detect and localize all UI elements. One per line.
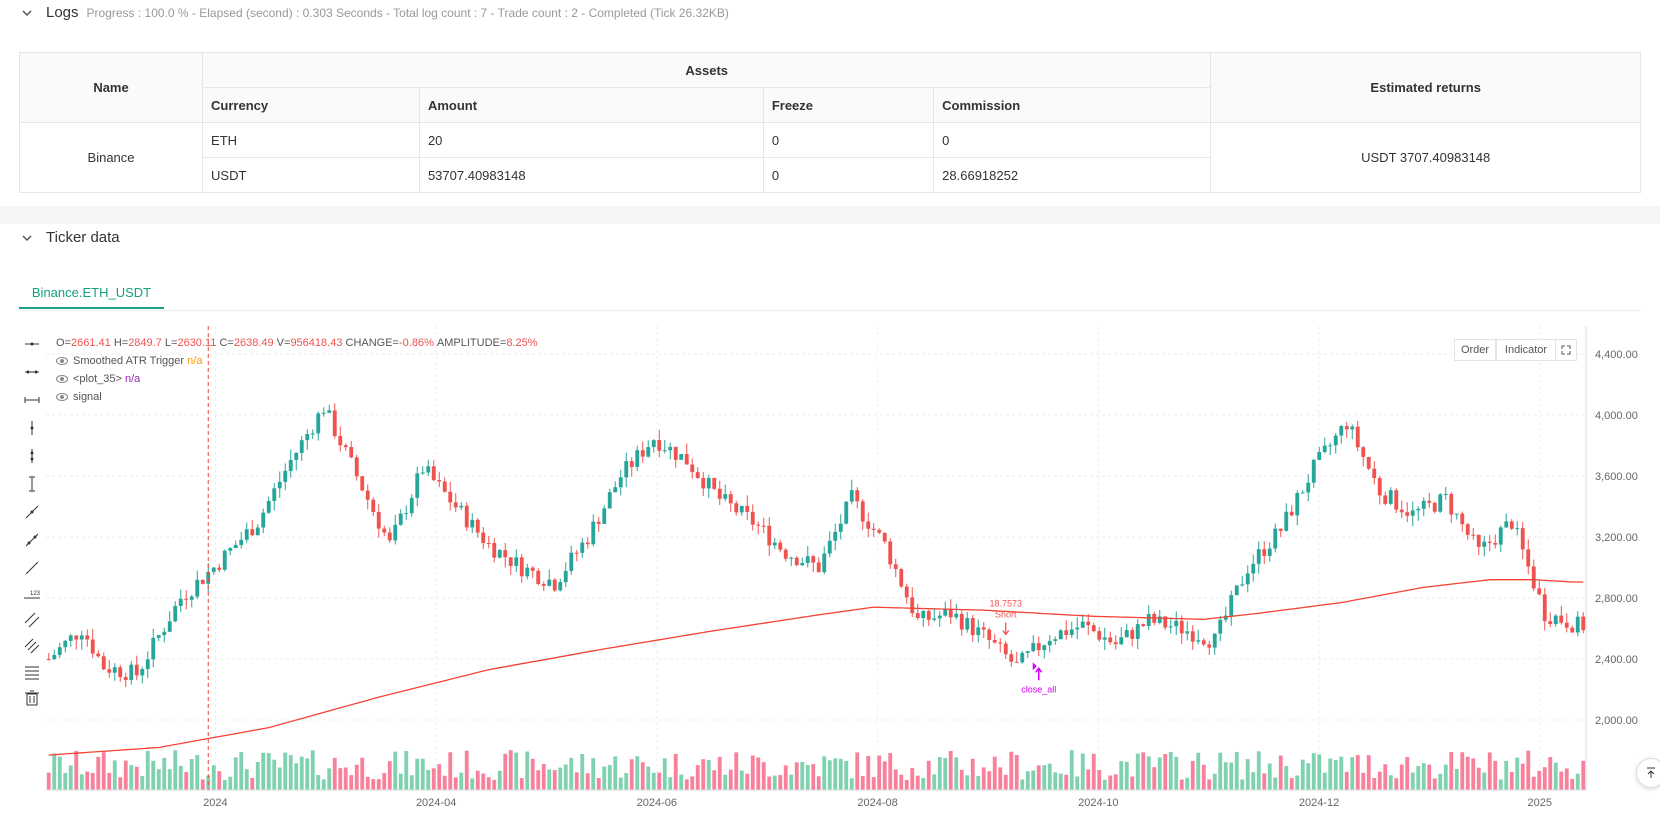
high-value: 2849.7 — [128, 337, 162, 349]
col-amount: Amount — [418, 87, 764, 123]
eye-icon[interactable] — [56, 375, 68, 383]
estimated-returns-value: USDT 3707.40983148 — [1210, 122, 1641, 193]
col-commission: Commission — [933, 87, 1212, 123]
assets-table: Name Assets Estimated returns Currency A… — [18, 52, 1641, 193]
open-value: 2661.41 — [70, 337, 111, 349]
col-name: Name — [18, 52, 204, 123]
ohlc-readout: O= 2661.41 H= 2849.7 L= 2630.11 C= 2638.49 V… — [56, 337, 538, 349]
parallel-channel-icon[interactable] — [22, 610, 42, 630]
legend-value: n/a — [125, 373, 141, 385]
logs-header[interactable]: Logs Progress : 100.0 % - Elapsed (secon… — [20, 4, 729, 21]
vertical-line-icon[interactable] — [22, 446, 42, 466]
currency-cell: ETH — [202, 122, 420, 158]
exchange-name: Binance — [18, 122, 204, 193]
chevron-down-icon[interactable] — [20, 231, 34, 245]
trend-line-icon[interactable] — [22, 502, 42, 522]
scroll-to-top-button[interactable] — [1636, 758, 1660, 788]
legend-smoothed-atr[interactable]: Smoothed ATR Trigger n/a — [56, 355, 202, 367]
amplitude-label: AMPLITUDE= — [436, 337, 507, 349]
freeze-cell: 0 — [762, 122, 935, 158]
high-label: H= — [113, 337, 129, 349]
extended-line-icon[interactable] — [22, 390, 42, 410]
tab-eth-usdt[interactable]: Binance.ETH_USDT — [19, 277, 164, 309]
change-label: CHANGE= — [345, 337, 400, 349]
table-row: Binance ETH 20 0 0 USDT 3707.40983148 — [18, 122, 1641, 193]
price-label-icon[interactable]: 123 — [22, 584, 42, 604]
open-label: O= — [56, 337, 71, 349]
low-label: L= — [164, 337, 178, 349]
vertical-ray-icon[interactable] — [22, 418, 42, 438]
legend-plot-35[interactable]: <plot_35> n/a — [56, 373, 140, 385]
col-freeze: Freeze — [762, 87, 935, 123]
logs-status: Progress : 100.0 % - Elapsed (second) : … — [86, 5, 729, 20]
close-label: C= — [219, 337, 234, 349]
amount-cell: 20 — [418, 122, 764, 158]
volume-value: 956418.43 — [290, 337, 343, 349]
horizontal-line-icon[interactable] — [22, 362, 42, 382]
change-value: -0.86% — [399, 337, 434, 349]
commission-cell: 28.66918252 — [933, 157, 1212, 193]
logs-panel: Logs Progress : 100.0 % - Elapsed (secon… — [0, 0, 1660, 206]
ticker-title: Ticker data — [46, 229, 120, 246]
col-assets: Assets — [202, 52, 1212, 88]
legend-label: <plot_35> — [73, 373, 122, 385]
volume-label: V= — [276, 337, 291, 349]
fullscreen-icon[interactable] — [1555, 339, 1577, 361]
close-value: 2638.49 — [233, 337, 274, 349]
table-row: USDT 53707.40983148 0 28.66918252 — [20, 157, 1641, 193]
indicator-button[interactable]: Indicator — [1496, 339, 1556, 361]
legend-signal[interactable]: signal — [56, 391, 102, 403]
chevron-down-icon[interactable] — [20, 6, 34, 20]
commission-cell: 0 — [933, 122, 1212, 158]
vertical-segment-icon[interactable] — [22, 474, 42, 494]
ticker-panel — [0, 224, 1660, 828]
eye-icon[interactable] — [56, 393, 68, 401]
logs-title: Logs — [46, 4, 79, 21]
order-button[interactable]: Order — [1454, 339, 1496, 361]
svg-text:123: 123 — [30, 591, 41, 597]
ticker-header[interactable]: Ticker data — [20, 229, 120, 246]
col-estimated-returns: Estimated returns — [1210, 52, 1641, 123]
segment-line-icon[interactable] — [22, 558, 42, 578]
amplitude-value: 8.25% — [506, 337, 538, 349]
horizontal-ray-icon[interactable] — [22, 334, 42, 354]
eye-icon[interactable] — [56, 357, 68, 365]
legend-value: n/a — [187, 355, 203, 367]
trash-icon[interactable] — [22, 688, 42, 708]
col-currency: Currency — [202, 87, 420, 123]
legend-label: Smoothed ATR Trigger — [73, 355, 185, 367]
fib-channel-icon[interactable] — [22, 636, 42, 656]
tab-divider — [19, 310, 1641, 311]
low-value: 2630.11 — [177, 337, 217, 349]
freeze-cell: 0 — [762, 157, 935, 193]
arrow-up-icon — [1647, 767, 1655, 778]
fib-retracement-icon[interactable] — [22, 662, 42, 682]
amount-cell: 53707.40983148 — [418, 157, 764, 193]
legend-label: signal — [73, 391, 102, 403]
ray-line-icon[interactable] — [22, 530, 42, 550]
currency-cell: USDT — [202, 157, 420, 193]
